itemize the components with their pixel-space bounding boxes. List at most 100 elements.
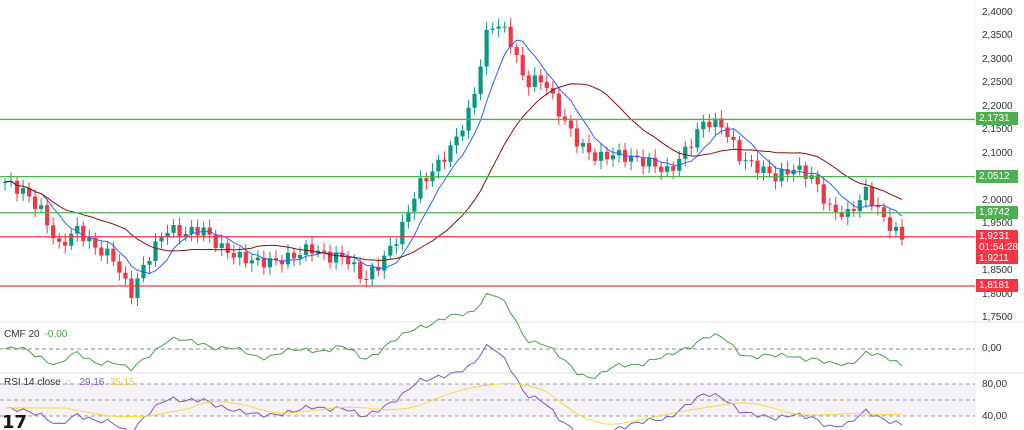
candle-body [737, 140, 742, 162]
candle-body [478, 66, 483, 94]
low-price: 1,9211 [979, 253, 1009, 264]
candle-body [580, 143, 586, 147]
candle-body [346, 256, 351, 265]
candle-body [297, 255, 303, 259]
candle-body [309, 244, 315, 254]
candle-body [725, 127, 730, 137]
candle-body [14, 180, 20, 194]
rsi-title: RSI 14 close [4, 377, 61, 388]
candle-body [99, 247, 104, 256]
candle-body [526, 75, 531, 88]
candle-body [574, 128, 580, 147]
rsi-value: 29,16 [79, 377, 105, 388]
rsi-ma-line [5, 382, 902, 425]
candle-body [87, 237, 92, 242]
candle-body [851, 209, 856, 212]
price-tick: 2,1500 [982, 124, 1013, 136]
price-tick: 1,7500 [982, 311, 1013, 323]
candle-body [647, 157, 652, 167]
candle-body [358, 262, 363, 279]
cmf-title: CMF 20 [4, 329, 40, 340]
cmf-zero-tick: 0,00 [982, 343, 1002, 354]
candle-body [400, 221, 405, 245]
candle-body [63, 241, 68, 246]
candle-body [406, 211, 411, 222]
candle-body [273, 258, 279, 261]
candle-body [472, 93, 477, 108]
candle-body [755, 160, 760, 173]
candle-body [255, 257, 260, 261]
candle-body [653, 157, 658, 167]
candle-body [821, 184, 826, 204]
candle-body [93, 237, 98, 248]
candle-body [370, 266, 375, 280]
candle-body [887, 217, 893, 231]
cmf-legend[interactable]: CMF 20 -0,00 [4, 329, 72, 340]
candle-body [352, 262, 357, 265]
candle-body [562, 116, 567, 121]
rsi-tick-80: 80,00 [982, 379, 1008, 390]
candle-body [484, 29, 489, 67]
candle-body [839, 212, 844, 217]
candle-body [105, 248, 110, 256]
candle-body [857, 200, 862, 212]
candle-body [267, 258, 272, 268]
rsi-legend[interactable]: RSI 14 close ◌ 29,16 35,15 [4, 377, 140, 388]
current-price-label: 1,9231 01:54:28 1,9211 [976, 230, 1018, 264]
candle-body [51, 225, 56, 239]
candle-body [604, 151, 610, 160]
candle-body [550, 88, 555, 94]
candle-body [683, 146, 688, 159]
candle-body [57, 238, 62, 242]
rsi-line [4, 343, 903, 430]
candle-body [147, 260, 152, 265]
rsi-settings-icon[interactable]: ◌ [65, 377, 72, 388]
candle-body [231, 253, 236, 258]
level-label: 1,9742 [976, 205, 1018, 219]
candle-body [340, 252, 345, 257]
candle-body [761, 166, 766, 173]
candle-body [39, 205, 44, 209]
candle-body [153, 241, 158, 261]
candle-body [75, 225, 80, 234]
candle-body [556, 93, 561, 117]
candle-body [394, 244, 399, 246]
candle-body [189, 227, 194, 234]
candle-body [671, 166, 676, 171]
candle-body [117, 261, 122, 273]
candle-body [586, 143, 592, 153]
candle-body [532, 75, 537, 88]
candle-body [237, 251, 242, 258]
candle-body [454, 136, 459, 146]
candle-body [616, 150, 622, 156]
candle-body [827, 203, 832, 205]
candle-body [665, 166, 670, 172]
candle-body [81, 225, 86, 242]
candle-body [123, 272, 128, 279]
candle-body [508, 26, 513, 48]
candle-body [743, 160, 748, 162]
candle-body [26, 188, 32, 197]
conversion-line [4, 39, 903, 275]
cmf-value: -0,00 [44, 329, 68, 340]
price-tick: 2,4000 [982, 7, 1013, 18]
candle-body [279, 260, 285, 265]
candle-body [659, 166, 664, 172]
level-label: 2,1731 [976, 112, 1018, 126]
current-price: 1,9231 [979, 231, 1010, 242]
candle-body [797, 165, 802, 170]
candle-body [213, 234, 218, 249]
candle-body [225, 243, 230, 254]
candle-body [33, 196, 38, 209]
candle-body [502, 26, 507, 28]
candle-body [713, 118, 718, 128]
candle-body [641, 157, 646, 167]
candle-body [20, 188, 26, 194]
candle-body [303, 244, 309, 256]
candle-body [815, 175, 820, 185]
candle-body [448, 145, 453, 162]
candle-body [249, 260, 254, 264]
candle-body [177, 225, 182, 237]
